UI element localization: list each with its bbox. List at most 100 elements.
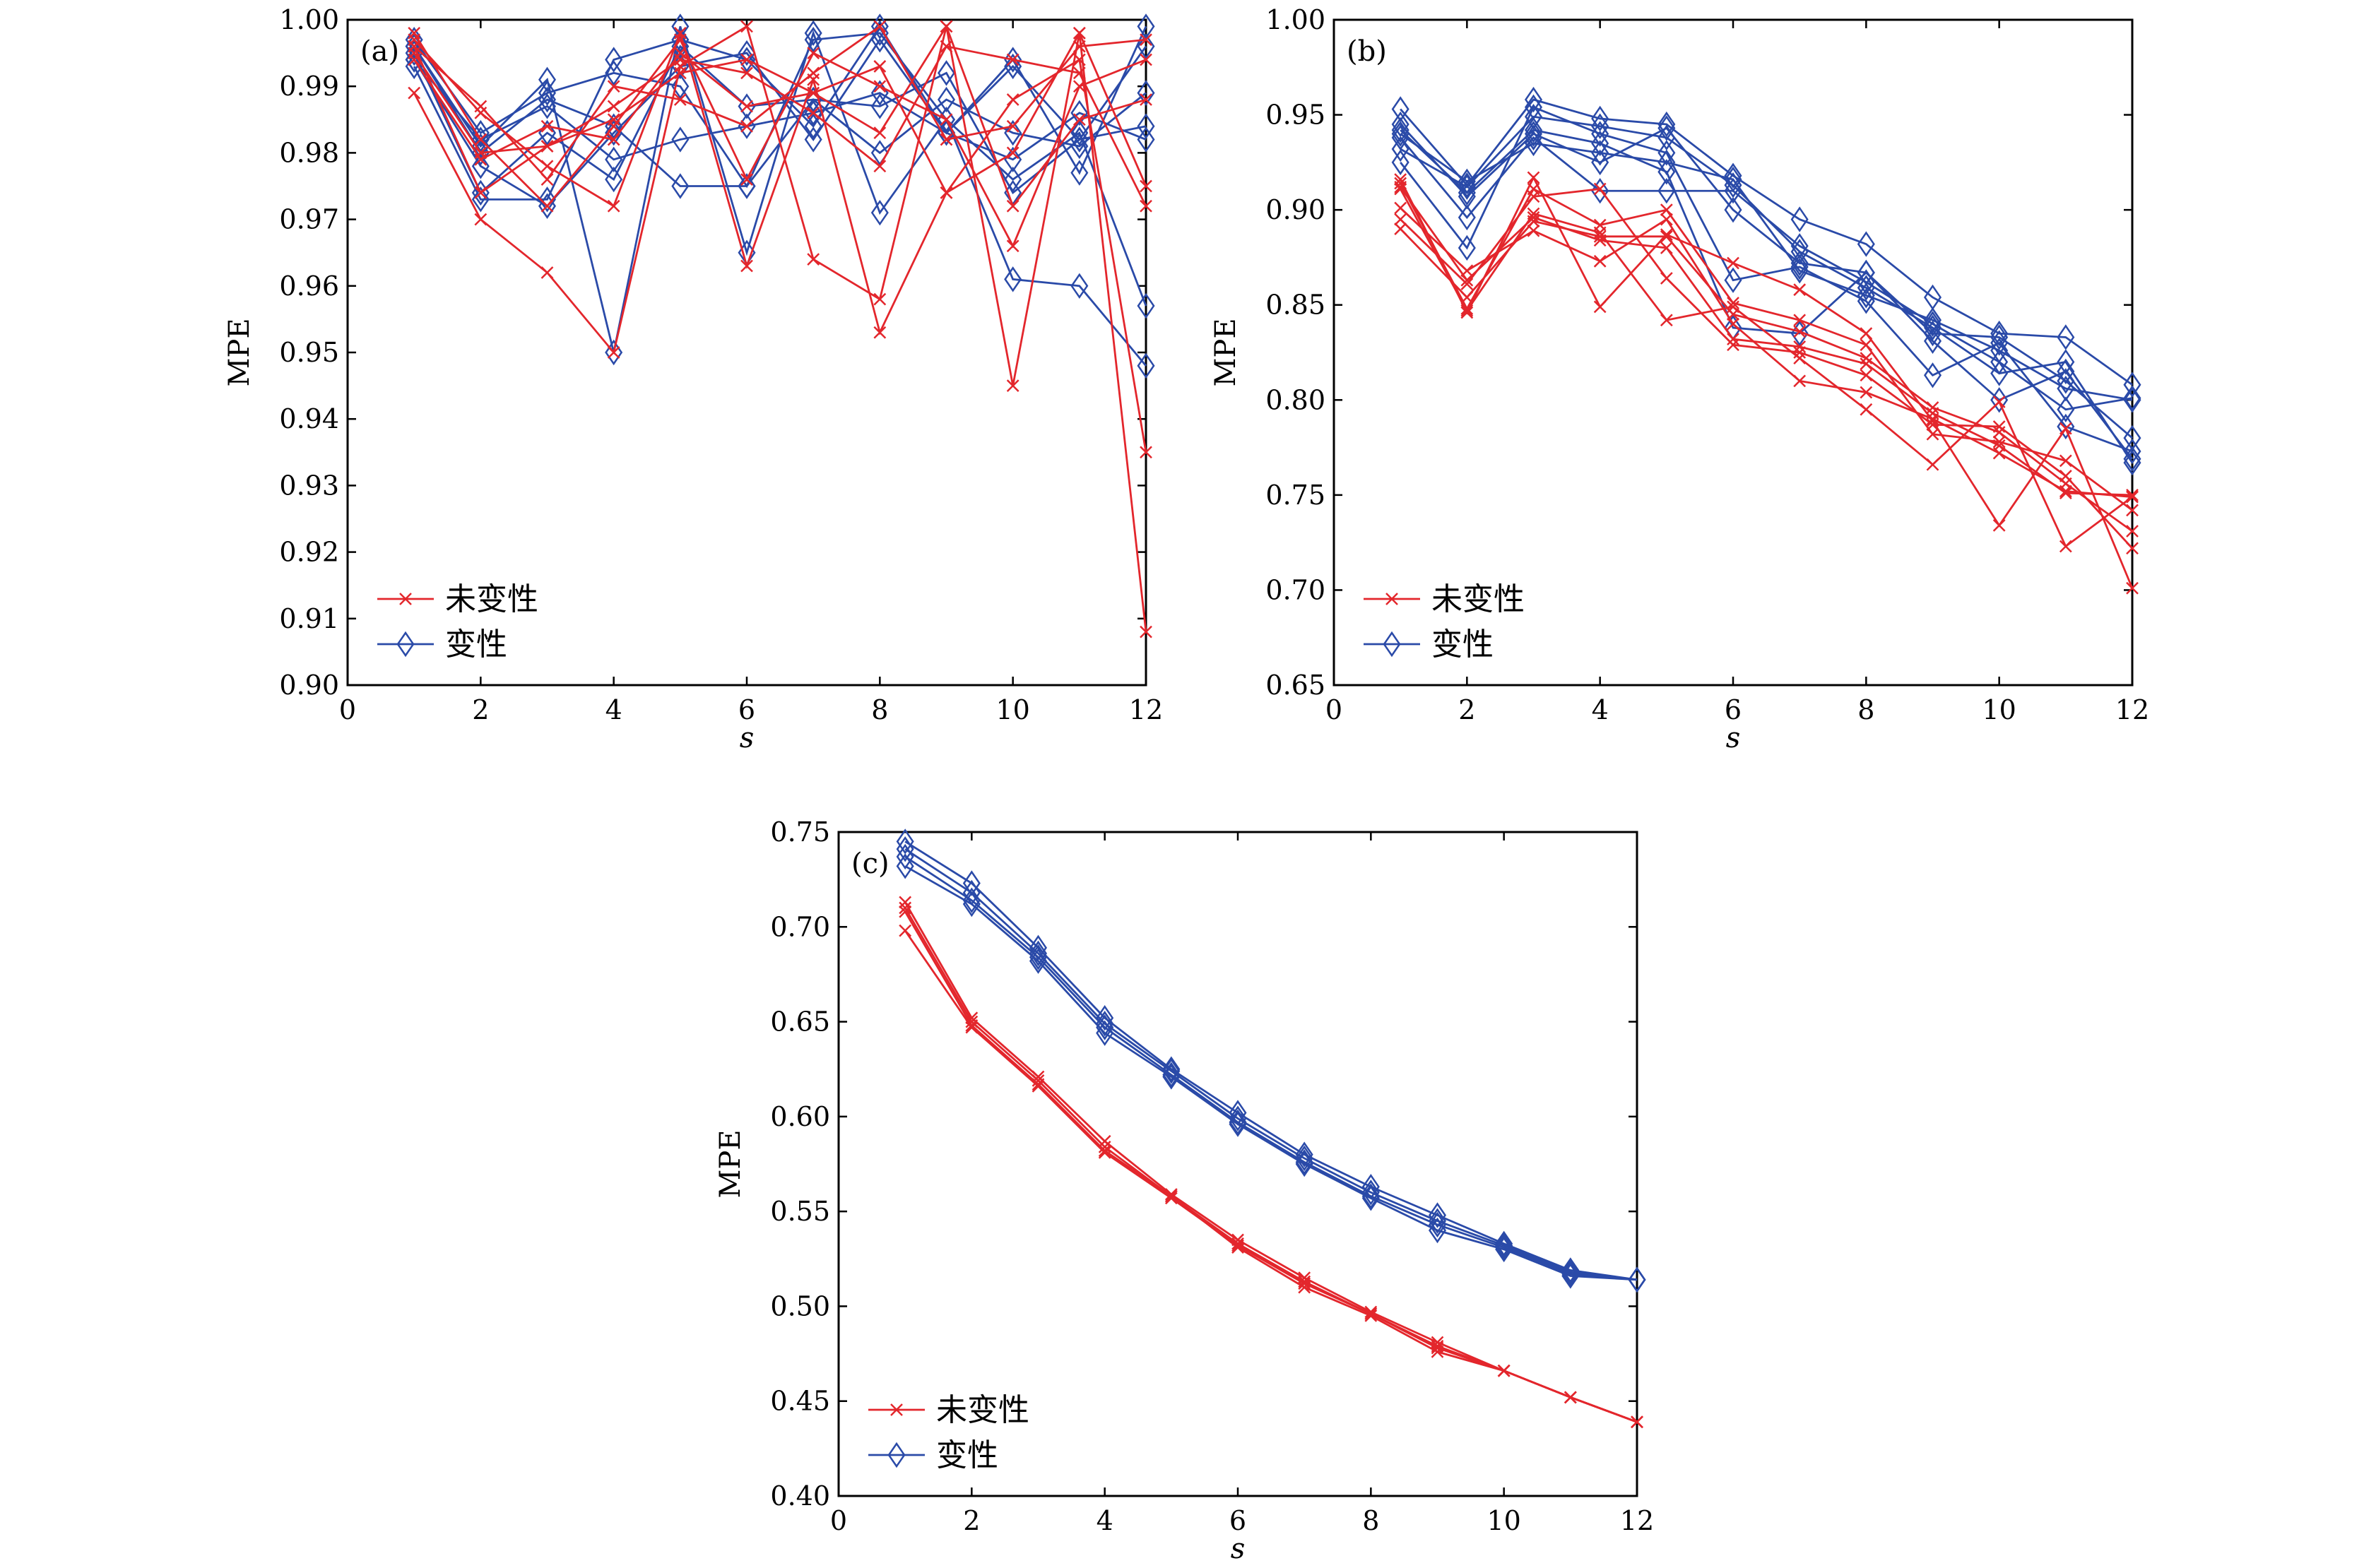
legend-marker-altered <box>887 1442 906 1468</box>
unaltered-point <box>1431 1341 1444 1355</box>
altered-point <box>1391 136 1409 162</box>
unaltered-point <box>1660 230 1673 243</box>
unaltered-point <box>1593 254 1607 268</box>
altered-series <box>896 836 1646 1293</box>
altered-point <box>1591 130 1609 157</box>
altered-line <box>1400 124 2133 439</box>
y-tick-label: 0.75 <box>1265 480 1325 511</box>
y-tick-label: 0.90 <box>279 670 339 701</box>
unaltered-point <box>1860 369 1873 382</box>
x-tick-label: 12 <box>2115 694 2149 725</box>
panel-label: (c) <box>851 848 890 880</box>
unaltered-point <box>940 186 953 199</box>
altered-point <box>1137 126 1155 153</box>
unaltered-point <box>1140 53 1152 66</box>
unaltered-point <box>1593 300 1607 314</box>
y-tick-label: 0.70 <box>1265 574 1325 605</box>
altered-point <box>1857 275 1875 301</box>
panel-b: 0 2 4 6 8 10 12 0.65 0.70 0.75 0.80 0.85 0.90 0.95 1.0… <box>1210 4 2149 754</box>
unaltered-point <box>1394 213 1407 226</box>
unaltered-point <box>1564 1391 1577 1404</box>
unaltered-point <box>1727 297 1739 309</box>
panel-c: 0 2 4 6 8 10 12 0.40 0.45 0.50 0.55 0.60 0.65 0.70 0.7… <box>714 816 1654 1565</box>
altered-line <box>1400 115 2134 463</box>
unaltered-point <box>1926 458 1939 471</box>
altered-point <box>870 13 889 40</box>
altered-point <box>671 13 690 40</box>
altered-point <box>1657 124 1676 151</box>
unaltered-point <box>540 140 554 153</box>
unaltered-point <box>740 66 753 80</box>
altered-point <box>870 93 889 119</box>
y-tick-label: 0.99 <box>279 71 339 102</box>
unaltered-point <box>1727 317 1739 331</box>
altered-point <box>1229 1109 1247 1136</box>
altered-point <box>1790 206 1809 232</box>
altered-point <box>1923 320 1942 347</box>
altered-point <box>2123 387 2141 413</box>
altered-point <box>896 836 914 862</box>
unaltered-point <box>1231 1239 1244 1252</box>
altered-point <box>1724 196 1742 223</box>
unaltered-point <box>1860 386 1873 399</box>
x-tick-label: 2 <box>1458 694 1475 725</box>
unaltered-point <box>1460 278 1474 290</box>
unaltered-point <box>1860 403 1873 416</box>
panel-label: (b) <box>1347 35 1387 68</box>
unaltered-point <box>1593 234 1607 247</box>
panel-a: 0 2 4 6 8 10 12 0.90 0.91 0.92 0.93 0.94 0.95 0.96 0.9… <box>223 4 1163 754</box>
altered-point <box>1295 1151 1313 1177</box>
x-tick-label: 0 <box>339 694 356 725</box>
unaltered-point <box>1992 435 2006 449</box>
altered-point <box>1990 324 2009 350</box>
y-tick-label: 0.91 <box>279 603 339 634</box>
unaltered-point <box>607 113 620 126</box>
altered-point <box>1790 258 1809 284</box>
x-tick-label: 4 <box>605 694 622 725</box>
unaltered-point <box>1006 146 1020 160</box>
panel-label: (a) <box>360 35 399 68</box>
altered-point <box>1391 121 1409 147</box>
unaltered-point <box>673 93 687 106</box>
unaltered-point <box>408 26 421 40</box>
altered-point <box>538 186 557 213</box>
altered-point <box>1070 160 1089 186</box>
unaltered-point <box>1072 113 1086 126</box>
unaltered-point <box>673 47 687 59</box>
unaltered-point <box>1032 1078 1045 1091</box>
unaltered-line <box>904 901 1638 1423</box>
altered-point <box>1495 1233 1513 1259</box>
altered-point <box>538 66 557 93</box>
unaltered-point <box>1793 374 1807 388</box>
unaltered-series <box>1394 201 2139 504</box>
altered-point <box>1524 94 1543 121</box>
unaltered-point <box>1992 519 2006 532</box>
unaltered-point <box>873 326 887 339</box>
unaltered-line <box>413 45 1147 207</box>
altered-point <box>2057 324 2075 350</box>
altered-point <box>1361 1180 1380 1206</box>
unaltered-point <box>1032 1080 1045 1093</box>
unaltered-point <box>1527 211 1540 224</box>
altered-point <box>1458 184 1476 210</box>
unaltered-point <box>899 924 912 937</box>
altered-point <box>1029 944 1048 970</box>
unaltered-line <box>904 911 1638 1423</box>
unaltered-point <box>1497 1364 1511 1377</box>
altered-line <box>413 59 1147 161</box>
altered-point <box>1495 1230 1513 1257</box>
altered-point <box>738 40 756 66</box>
unaltered-point <box>1793 283 1807 297</box>
altered-point <box>2123 424 2141 451</box>
unaltered-point <box>1727 256 1739 270</box>
unaltered-point <box>607 199 620 213</box>
unaltered-point <box>1527 171 1540 184</box>
altered-point <box>1458 179 1476 206</box>
y-tick-label: 0.90 <box>1265 194 1325 225</box>
unaltered-point <box>408 40 421 53</box>
altered-point <box>1229 1111 1247 1137</box>
x-tick-label: 2 <box>963 1505 980 1536</box>
unaltered-point <box>540 173 554 186</box>
altered-point <box>1391 111 1409 138</box>
